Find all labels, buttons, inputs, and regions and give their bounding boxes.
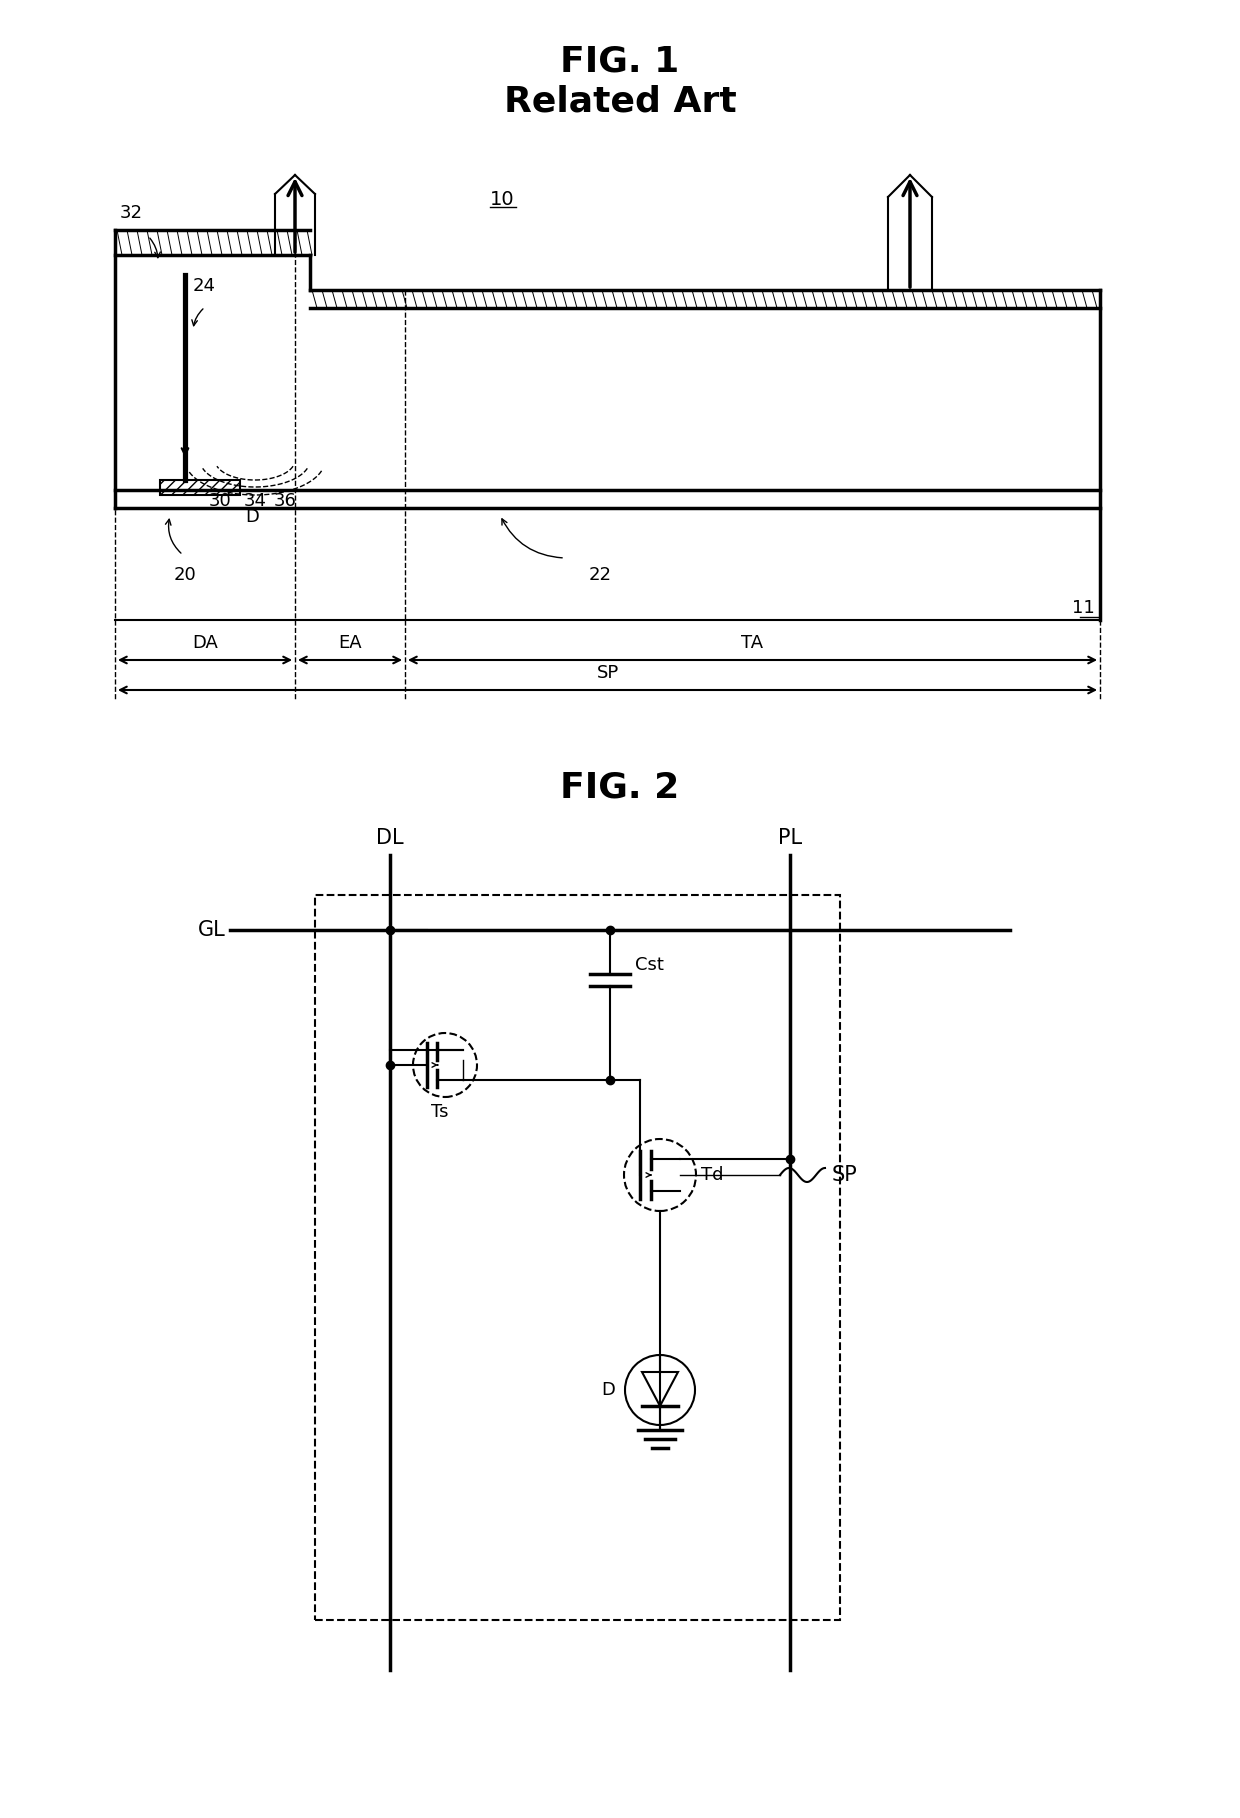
- Text: 22: 22: [589, 565, 611, 584]
- Text: 30: 30: [208, 493, 232, 511]
- Text: SP: SP: [832, 1165, 858, 1185]
- Text: PL: PL: [777, 827, 802, 847]
- Text: D: D: [246, 507, 259, 525]
- Text: 11: 11: [1073, 598, 1095, 616]
- Text: FIG. 1: FIG. 1: [560, 45, 680, 78]
- Text: 34: 34: [243, 493, 267, 511]
- Text: Ts: Ts: [432, 1104, 449, 1122]
- Text: SP: SP: [596, 664, 619, 682]
- Text: DL: DL: [376, 827, 404, 847]
- Text: 24: 24: [193, 276, 216, 295]
- Text: EA: EA: [339, 634, 362, 653]
- Text: Related Art: Related Art: [503, 85, 737, 118]
- Text: D: D: [601, 1382, 615, 1400]
- Text: Td: Td: [701, 1165, 723, 1184]
- Text: DA: DA: [192, 634, 218, 653]
- Text: 32: 32: [120, 204, 143, 222]
- Text: TA: TA: [742, 634, 764, 653]
- Text: 36: 36: [274, 493, 296, 511]
- Text: 10: 10: [490, 191, 515, 209]
- Bar: [315, 894, 839, 1620]
- Text: 20: 20: [174, 565, 196, 584]
- Text: FIG. 2: FIG. 2: [560, 771, 680, 804]
- Text: Cst: Cst: [635, 956, 663, 974]
- Text: GL: GL: [198, 920, 226, 940]
- Bar: [160, 480, 241, 494]
